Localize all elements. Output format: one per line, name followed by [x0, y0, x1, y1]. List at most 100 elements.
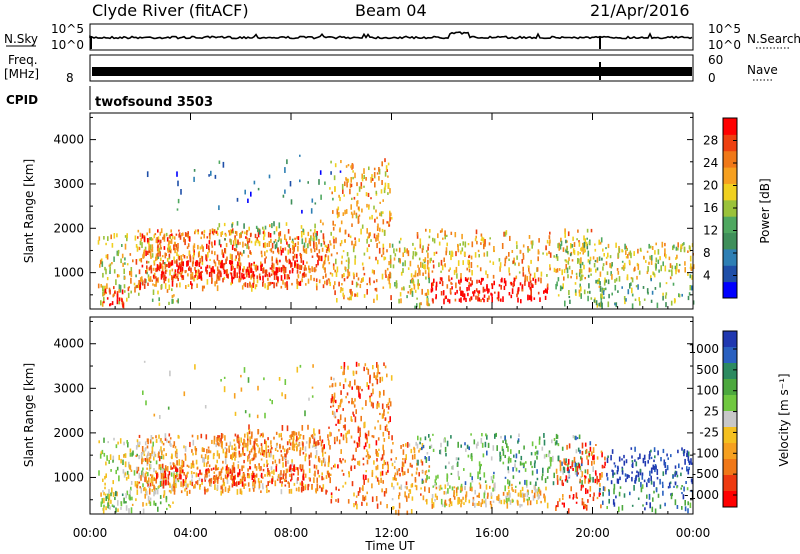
scatter-cell [271, 256, 273, 262]
scatter-cell [427, 246, 429, 251]
scatter-cell [331, 383, 334, 388]
scatter-cell [213, 439, 216, 445]
scatter-cell [378, 176, 380, 181]
scatter-cell [143, 487, 145, 492]
scatter-cell [140, 475, 142, 481]
scatter-cell [276, 276, 278, 280]
scatter-cell [115, 444, 118, 449]
scatter-cell [429, 229, 431, 233]
scatter-cell [352, 272, 355, 276]
scatter-cell [247, 241, 249, 247]
scatter-cell [689, 274, 692, 279]
scatter-cell [160, 284, 163, 289]
scatter-cell [134, 286, 136, 293]
scatter-cell [634, 298, 637, 301]
scatter-cell [264, 258, 266, 264]
scatter-cell [238, 443, 241, 447]
scatter-cell [508, 489, 510, 496]
scatter-cell [178, 255, 181, 261]
scatter-cell [402, 444, 405, 447]
scatter-cell [514, 463, 516, 469]
scatter-cell [384, 182, 387, 187]
scatter-cell [313, 438, 316, 445]
scatter-cell [439, 449, 441, 455]
xlabel: Time UT [364, 539, 415, 553]
scatter-cell [577, 229, 579, 233]
scatter-cell [242, 449, 244, 456]
colorbar-swatch [723, 134, 737, 152]
cpid-panel: CPID twofsound 3503 [6, 86, 213, 110]
scatter-cell [228, 230, 231, 236]
scatter-cell [163, 274, 166, 281]
scatter-cell [168, 301, 170, 306]
scatter-cell [424, 257, 427, 262]
scatter-cell [562, 497, 564, 500]
scatter-cell [601, 472, 603, 478]
scatter-cell [336, 409, 338, 413]
scatter-cell [363, 252, 366, 256]
scatter-cell [218, 260, 220, 266]
scatter-cell [596, 496, 599, 500]
scatter-cell [347, 178, 350, 183]
scatter-cell [154, 233, 157, 236]
scatter-cell [486, 450, 488, 456]
scatter-cell [281, 456, 284, 462]
scatter-cell [312, 232, 315, 238]
scatter-cell [507, 466, 509, 471]
scatter-cell [236, 221, 239, 226]
scatter-cell [374, 288, 377, 291]
scatter-cell [256, 265, 259, 271]
scatter-cell [583, 505, 585, 510]
scatter-cell [265, 256, 267, 259]
scatter-cell [178, 262, 181, 269]
freq-band [92, 67, 692, 76]
scatter-cell [645, 501, 648, 506]
scatter-cell [201, 244, 203, 249]
scatter-cell [435, 296, 437, 300]
scatter-cell [262, 226, 264, 230]
scatter-cell [599, 473, 601, 476]
scatter-cell [123, 473, 126, 478]
scatter-cell [477, 292, 480, 297]
scatter-cell [320, 255, 323, 262]
scatter-cell [241, 465, 243, 472]
scatter-cell [642, 286, 645, 289]
scatter-cell [562, 247, 565, 252]
scatter-cell [565, 458, 567, 463]
scatter-cell [323, 458, 326, 465]
scatter-cell [628, 259, 631, 264]
scatter-cell [155, 268, 157, 273]
scatter-cell [533, 297, 536, 300]
scatter-cell [382, 413, 384, 419]
scatter-cell [221, 259, 223, 265]
scatter-cell [353, 196, 356, 200]
scatter-cell [674, 499, 677, 506]
scatter-cell [247, 254, 250, 258]
scatter-cell [106, 283, 108, 289]
scatter-cell [204, 405, 207, 409]
scatter-cell [173, 487, 176, 493]
scatter-cell [493, 280, 495, 286]
scatter-cell [248, 413, 251, 418]
scatter-cell [336, 252, 338, 255]
scatter-cell [633, 251, 635, 256]
scatter-cell [508, 480, 511, 487]
scatter-cell [249, 233, 252, 238]
scatter-cell [111, 243, 114, 248]
scatter-cell [584, 469, 587, 474]
scatter-cell [361, 501, 363, 506]
noise-left-tick-bottom: 10^0 [51, 38, 84, 52]
scatter-cell [590, 297, 593, 300]
scatter-cell [665, 468, 667, 472]
scatter-cell [416, 461, 418, 466]
scatter-cell [472, 293, 475, 297]
scatter-cell [384, 256, 387, 260]
scatter-cell [293, 465, 295, 472]
scatter-cell [504, 476, 507, 479]
scatter-cell [258, 483, 261, 489]
scatter-cell [104, 475, 106, 480]
scatter-cell [238, 436, 240, 441]
scatter-cell [526, 491, 529, 498]
scatter-cell [107, 493, 109, 500]
scatter-cell [579, 262, 582, 265]
